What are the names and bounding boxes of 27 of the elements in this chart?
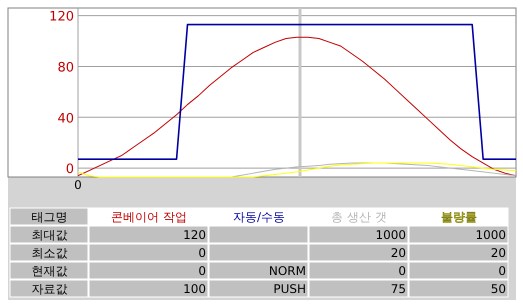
- legend-title: 태그명: [32, 210, 68, 224]
- category-label: 최대값: [32, 228, 68, 242]
- text: 100: [183, 282, 206, 296]
- text: 50: [490, 282, 506, 296]
- y-tick-label: 40: [57, 111, 74, 126]
- text: 자동/수동: [232, 210, 286, 224]
- text: 불량률: [441, 210, 477, 224]
- text: 0: [198, 264, 206, 278]
- text: 20: [490, 246, 506, 260]
- text: 75: [390, 282, 406, 296]
- y-tick-label: 0: [66, 162, 74, 178]
- text: 120: [183, 228, 206, 242]
- y-tick-label: 80: [57, 60, 74, 76]
- category-label: 최소값: [32, 246, 68, 260]
- text: PUSH: [273, 282, 306, 296]
- y-tick-label: 120: [49, 10, 74, 25]
- text: 20: [390, 246, 406, 260]
- text: 총 생산 갯: [331, 210, 387, 224]
- text: 0: [498, 264, 506, 278]
- text: NORM: [268, 264, 306, 278]
- text: 콘베이어 작업: [111, 210, 187, 224]
- text: 0: [198, 246, 206, 260]
- text: 1000: [375, 228, 406, 242]
- text: 0: [398, 264, 406, 278]
- text: 1000: [475, 228, 506, 242]
- category-label: 현재값: [32, 264, 68, 278]
- category-label: 자료값: [32, 282, 68, 296]
